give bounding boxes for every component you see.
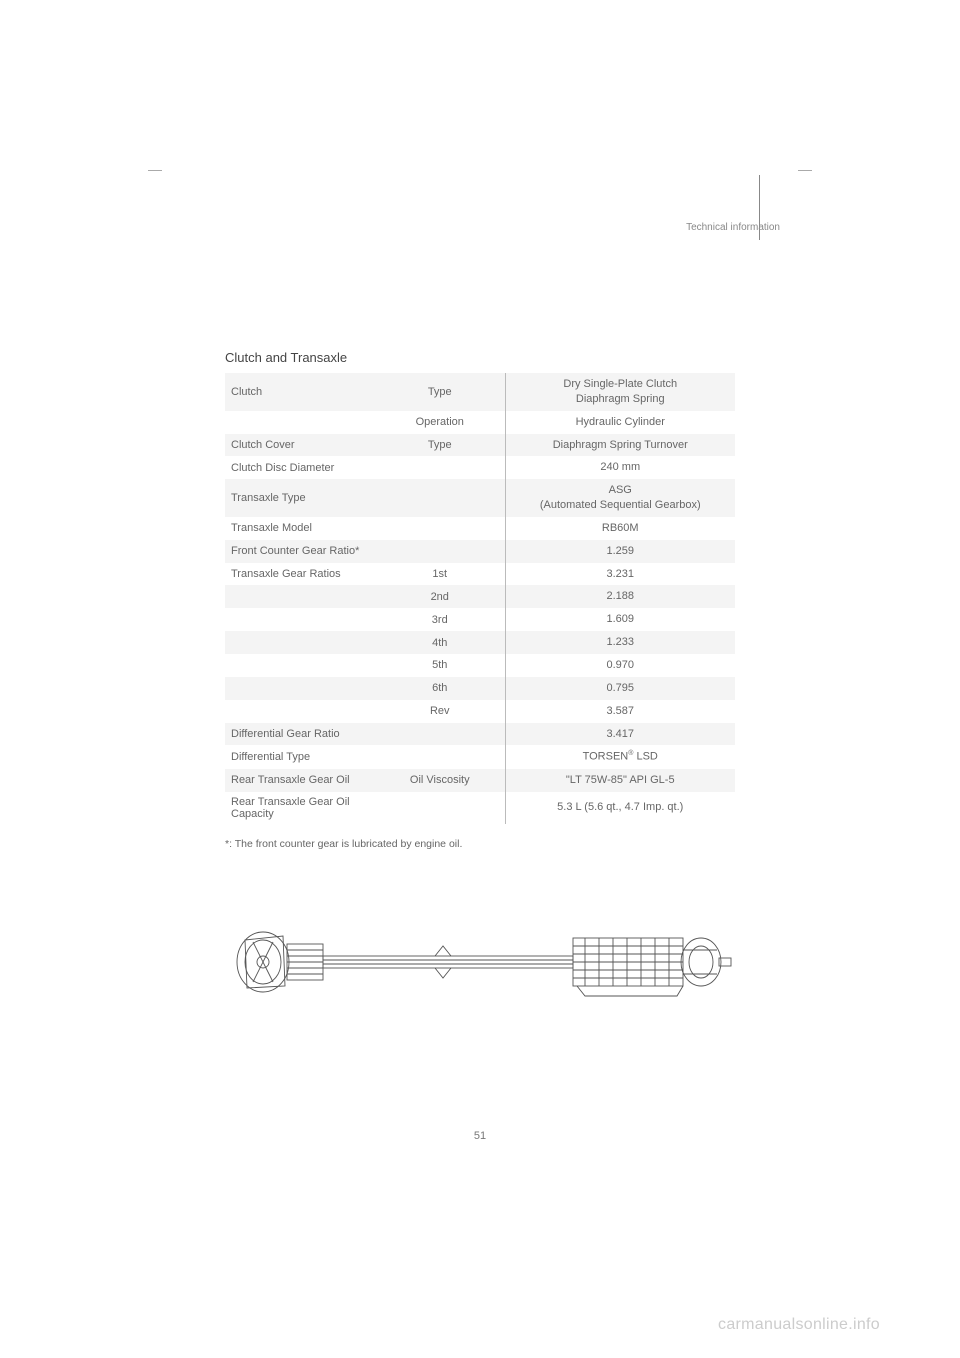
table-row: Rear Transaxle Gear OilOil Viscosity"LT … [225,769,735,792]
page-number: 51 [0,1130,960,1142]
spec-name: Transaxle Type [225,479,375,517]
spec-name [225,677,375,700]
spec-value: 3.587 [505,700,735,723]
spec-subkey [375,540,505,563]
spec-subkey: 2nd [375,585,505,608]
crop-mark-tl [148,170,162,171]
spec-name [225,631,375,654]
spec-value: 0.795 [505,677,735,700]
section-title: Clutch and Transaxle [225,350,735,365]
spec-name: Differential Gear Ratio [225,723,375,746]
spec-value: Dry Single-Plate ClutchDiaphragm Spring [505,373,735,411]
table-row: Transaxle Type ASG(Automated Sequential G… [225,479,735,517]
table-row: Differential Gear Ratio 3.417 [225,723,735,746]
spec-name: Rear Transaxle Gear Oil [225,769,375,792]
spec-value: 5.3 L (5.6 qt., 4.7 Imp. qt.) [505,792,735,824]
spec-subkey: 3rd [375,608,505,631]
table-row: ClutchTypeDry Single-Plate ClutchDiaphra… [225,373,735,411]
page-content: Clutch and Transaxle ClutchTypeDry Singl… [225,170,735,1015]
spec-subkey [375,456,505,479]
transaxle-diagram [225,910,735,1015]
spec-subkey [375,479,505,517]
table-row: Clutch Disc Diameter 240 mm [225,456,735,479]
spec-value: "LT 75W-85" API GL-5 [505,769,735,792]
table-row: Clutch CoverTypeDiaphragm Spring Turnove… [225,434,735,457]
spec-subkey: 6th [375,677,505,700]
spec-value: 1.259 [505,540,735,563]
spec-subkey [375,745,505,769]
spec-name [225,608,375,631]
spec-name: Differential Type [225,745,375,769]
spec-subkey: 4th [375,631,505,654]
spec-value: Diaphragm Spring Turnover [505,434,735,457]
spec-value: Hydraulic Cylinder [505,411,735,434]
table-row: OperationHydraulic Cylinder [225,411,735,434]
crop-mark-tr [798,170,812,171]
spec-name: Front Counter Gear Ratio* [225,540,375,563]
table-row: Differential Type TORSEN® LSD [225,745,735,769]
spec-value: 3.417 [505,723,735,746]
spec-subkey [375,792,505,824]
table-row: 5th0.970 [225,654,735,677]
spec-subkey: Rev [375,700,505,723]
spec-value: 0.970 [505,654,735,677]
spec-value: 1.609 [505,608,735,631]
spec-value: 240 mm [505,456,735,479]
spec-subkey [375,723,505,746]
spec-name [225,585,375,608]
spec-subkey: 1st [375,563,505,586]
specs-table: ClutchTypeDry Single-Plate ClutchDiaphra… [225,373,735,824]
table-row: 2nd2.188 [225,585,735,608]
spec-subkey: 5th [375,654,505,677]
spec-subkey: Operation [375,411,505,434]
table-row: 6th0.795 [225,677,735,700]
spec-value: ASG(Automated Sequential Gearbox) [505,479,735,517]
spec-name: Clutch Cover [225,434,375,457]
spec-value: 2.188 [505,585,735,608]
footnote: *: The front counter gear is lubricated … [225,838,735,850]
watermark: carmanualsonline.info [718,1316,880,1334]
spec-name: Clutch [225,373,375,411]
spec-subkey: Type [375,434,505,457]
spec-name: Transaxle Gear Ratios [225,563,375,586]
table-row: Transaxle Model RB60M [225,517,735,540]
spec-value: TORSEN® LSD [505,745,735,769]
spec-name [225,700,375,723]
spec-name: Rear Transaxle Gear Oil Capacity [225,792,375,824]
table-row: Rear Transaxle Gear Oil Capacity 5.3 L (5… [225,792,735,824]
table-row: 3rd1.609 [225,608,735,631]
table-row: Front Counter Gear Ratio* 1.259 [225,540,735,563]
spec-subkey: Oil Viscosity [375,769,505,792]
table-row: Rev3.587 [225,700,735,723]
spec-value: 1.233 [505,631,735,654]
spec-subkey: Type [375,373,505,411]
spec-name [225,654,375,677]
spec-name: Clutch Disc Diameter [225,456,375,479]
spec-subkey [375,517,505,540]
spec-name [225,411,375,434]
table-row: Transaxle Gear Ratios1st3.231 [225,563,735,586]
spec-name: Transaxle Model [225,517,375,540]
spec-value: 3.231 [505,563,735,586]
spec-value: RB60M [505,517,735,540]
table-row: 4th1.233 [225,631,735,654]
